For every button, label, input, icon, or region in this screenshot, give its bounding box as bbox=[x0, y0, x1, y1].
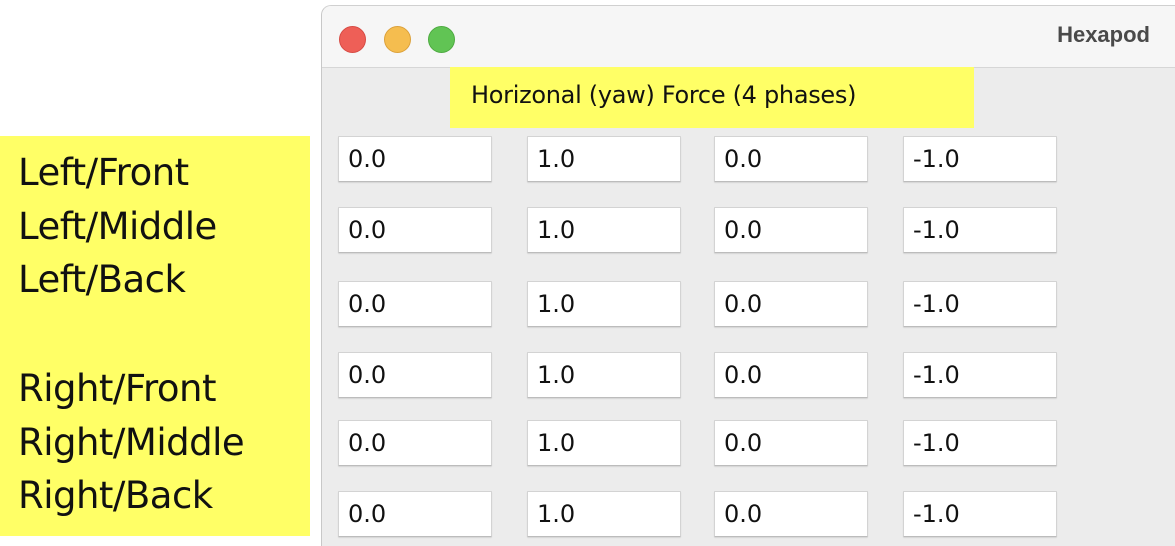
force-field-right-back-phase-1[interactable] bbox=[338, 491, 492, 537]
title-bar[interactable]: Hexapod bbox=[322, 6, 1175, 68]
force-field-right-back-phase-3[interactable] bbox=[714, 491, 868, 537]
leg-label-right-back: Right/Back bbox=[18, 474, 213, 517]
leg-label-left-front: Left/Front bbox=[18, 151, 189, 194]
force-field-right-front-phase-1[interactable] bbox=[338, 352, 492, 398]
force-field-right-back-phase-4[interactable] bbox=[903, 491, 1057, 537]
force-field-left-front-phase-3[interactable] bbox=[714, 136, 868, 182]
close-window-button[interactable] bbox=[339, 26, 366, 53]
force-field-right-front-phase-3[interactable] bbox=[714, 352, 868, 398]
force-field-left-front-phase-2[interactable] bbox=[527, 136, 681, 182]
force-field-left-back-phase-4[interactable] bbox=[903, 281, 1057, 327]
force-field-right-back-phase-2[interactable] bbox=[527, 491, 681, 537]
window-title: Hexapod bbox=[1057, 22, 1150, 47]
zoom-window-button[interactable] bbox=[428, 26, 455, 53]
force-field-right-middle-phase-2[interactable] bbox=[527, 420, 681, 466]
leg-label-left-back: Left/Back bbox=[18, 258, 186, 301]
force-field-right-front-phase-2[interactable] bbox=[527, 352, 681, 398]
force-field-right-middle-phase-3[interactable] bbox=[714, 420, 868, 466]
force-field-left-middle-phase-1[interactable] bbox=[338, 207, 492, 253]
force-field-left-back-phase-2[interactable] bbox=[527, 281, 681, 327]
leg-label-left-middle: Left/Middle bbox=[18, 205, 217, 248]
leg-label-right-front: Right/Front bbox=[18, 367, 216, 410]
force-field-left-middle-phase-3[interactable] bbox=[714, 207, 868, 253]
force-field-right-middle-phase-4[interactable] bbox=[903, 420, 1057, 466]
force-field-left-middle-phase-4[interactable] bbox=[903, 207, 1057, 253]
force-field-left-front-phase-4[interactable] bbox=[903, 136, 1057, 182]
leg-label-right-middle: Right/Middle bbox=[18, 421, 245, 464]
minimize-window-button[interactable] bbox=[384, 26, 411, 53]
force-field-left-front-phase-1[interactable] bbox=[338, 136, 492, 182]
section-title: Horizonal (yaw) Force (4 phases) bbox=[471, 81, 857, 109]
section-header: Horizonal (yaw) Force (4 phases) bbox=[450, 67, 974, 128]
force-field-left-back-phase-1[interactable] bbox=[338, 281, 492, 327]
leg-labels-panel: Left/Front Left/Middle Left/Back Right/F… bbox=[0, 136, 310, 536]
force-field-left-back-phase-3[interactable] bbox=[714, 281, 868, 327]
force-field-right-front-phase-4[interactable] bbox=[903, 352, 1057, 398]
force-field-left-middle-phase-2[interactable] bbox=[527, 207, 681, 253]
force-field-right-middle-phase-1[interactable] bbox=[338, 420, 492, 466]
